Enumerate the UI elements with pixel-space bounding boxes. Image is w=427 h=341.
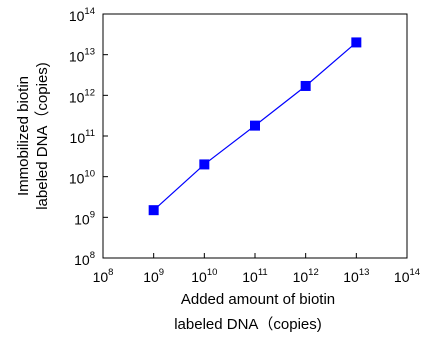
y-tick-label-exponent: 11 (85, 128, 95, 139)
x-tick-label-exponent: 10 (207, 267, 218, 278)
y-tick-label-exponent: 12 (84, 87, 95, 98)
x-tick-label: 1012 (293, 267, 319, 285)
x-tick-label-exponent: 9 (159, 267, 164, 278)
x-tick-label: 1013 (343, 267, 369, 285)
x-axis-title-line-1: Added amount of biotin (181, 291, 335, 308)
y-tick-label: 1014 (69, 6, 95, 24)
x-tick-label-base: 10 (93, 269, 109, 285)
y-axis-title-line-2: labeled DNA（copies) (34, 62, 51, 210)
y-tick-label-base: 10 (74, 252, 90, 268)
data-point-marker (300, 80, 311, 91)
data-point-marker (199, 159, 210, 170)
y-tick-label-base: 10 (69, 49, 85, 65)
x-tick-label: 1010 (191, 267, 217, 285)
x-tick-label: 109 (143, 267, 164, 285)
x-tick-label: 108 (93, 267, 114, 285)
y-tick-label: 109 (74, 209, 95, 227)
x-tick-label-exponent: 14 (410, 267, 421, 278)
x-tick-labels: 108 109 1010 1011 1012 1013 1014 (93, 267, 421, 285)
x-tick-label-exponent: 11 (258, 267, 268, 278)
x-tick-label-base: 10 (293, 269, 309, 285)
x-tick-label-base: 10 (242, 269, 258, 285)
y-tick-label-exponent: 9 (90, 209, 95, 220)
x-tick-label-base: 10 (394, 269, 410, 285)
y-tick-label-base: 10 (69, 171, 85, 187)
y-tick-label-exponent: 10 (84, 169, 95, 180)
x-tick-label-base: 10 (191, 269, 207, 285)
y-tick-label: 1013 (69, 47, 95, 65)
x-tick-label: 1014 (394, 267, 420, 285)
data-point-marker (351, 37, 362, 48)
y-tick-label-base: 10 (69, 8, 85, 24)
y-tick-label-base: 10 (70, 130, 86, 146)
data-point-marker (250, 120, 260, 131)
x-tick-label: 1011 (242, 267, 267, 285)
y-tick-label-exponent: 8 (90, 250, 95, 261)
series-layer (148, 37, 362, 216)
y-axis-title-line-1: Immobilized biotin (15, 76, 32, 196)
tick-marks (102, 13, 408, 259)
x-tick-label-base: 10 (343, 269, 359, 285)
y-tick-label-base: 10 (74, 211, 90, 227)
y-tick-label-base: 10 (69, 89, 85, 105)
x-tick-label-exponent: 12 (308, 267, 319, 278)
y-tick-label: 1010 (69, 169, 95, 187)
data-point-marker (148, 205, 159, 216)
y-tick-label: 1012 (69, 87, 95, 105)
y-tick-label-exponent: 13 (84, 47, 95, 58)
x-axis-title-line-2: labeled DNA（copies) (174, 316, 322, 333)
y-tick-label: 1011 (70, 128, 95, 146)
x-tick-label-exponent: 13 (359, 267, 370, 278)
x-tick-label-exponent: 8 (108, 267, 113, 278)
x-tick-label-base: 10 (143, 269, 159, 285)
y-tick-label: 108 (74, 250, 95, 268)
plot-area-frame (102, 13, 408, 259)
y-tick-label-exponent: 14 (84, 6, 95, 17)
